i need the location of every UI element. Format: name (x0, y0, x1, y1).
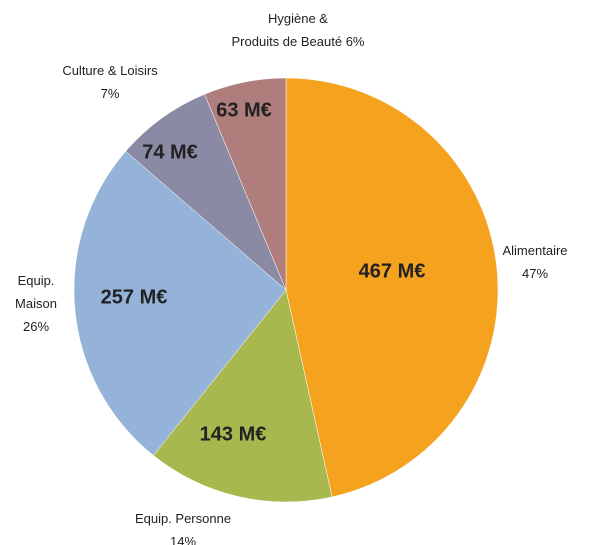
value-label: 257 M€ (101, 286, 168, 308)
category-label-line: Hygiène & (268, 11, 328, 26)
pie-slice (73, 150, 287, 456)
category-label-line: Alimentaire (502, 243, 567, 258)
category-label: Equip. Maison 26% (15, 273, 57, 334)
category-label-line: Equip. (18, 273, 55, 288)
pie-slice (204, 77, 287, 291)
category-label-line: 7% (101, 86, 120, 101)
value-label: 143 M€ (200, 423, 267, 445)
category-label: Equip. Personne 14% (135, 511, 231, 545)
category-label: Alimentaire 47% (502, 243, 567, 281)
pie-slice (285, 77, 499, 498)
category-label-line: Culture & Loisirs (62, 63, 158, 78)
category-label-line: Maison (15, 296, 57, 311)
category-label: Hygiène & Produits de Beauté 6% (232, 11, 365, 49)
category-label: Culture & Loisirs 7% (62, 63, 158, 101)
category-label-line: Produits de Beauté 6% (232, 34, 365, 49)
category-label-line: 14% (170, 534, 196, 545)
category-label-line: Equip. Personne (135, 511, 231, 526)
value-label: 74 M€ (142, 141, 198, 163)
pie-slice (153, 289, 333, 503)
category-label-line: 47% (522, 266, 548, 281)
pie-slice (125, 93, 287, 291)
value-label: 63 M€ (216, 99, 272, 121)
value-label: 467 M€ (359, 260, 426, 282)
category-label-line: 26% (23, 319, 49, 334)
